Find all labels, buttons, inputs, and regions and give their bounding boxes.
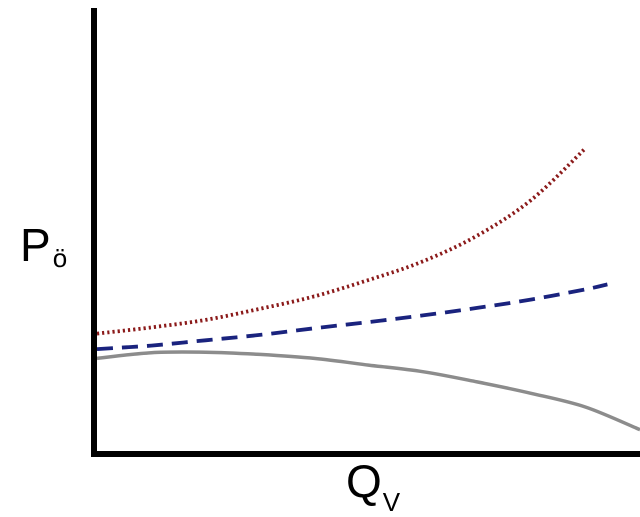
y-axis-label-symbol: P [20,219,51,271]
series-line-dashed [96,282,608,351]
series-layer [96,146,640,432]
series-line-solid [96,350,640,432]
y-axis-label: Pö [20,219,67,271]
series-line-dotted [96,146,588,336]
x-axis-label: QV [346,455,400,515]
x-axis-label-subscript: V [382,487,401,517]
y-axis-label-subscript: ö [52,243,68,273]
x-axis-label-symbol: Q [346,455,382,507]
